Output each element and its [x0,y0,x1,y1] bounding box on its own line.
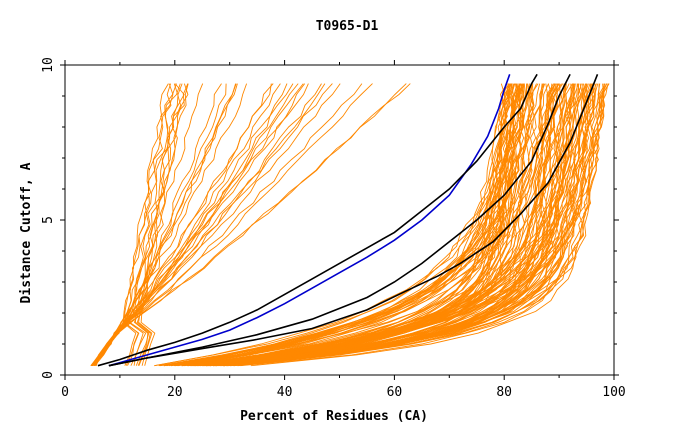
model-curve [207,83,573,367]
model-curve [203,83,525,367]
model-curve [206,83,578,367]
model-curve [171,83,516,367]
x-tick-label: 60 [387,385,403,400]
model-curve [187,83,524,367]
x-tick-label: 20 [167,385,183,400]
model-curve [250,83,609,367]
x-tick-label: 80 [496,385,512,400]
model-curve [227,83,608,367]
model-curve [182,83,506,367]
model-curve [95,83,248,366]
model-curve [170,83,539,367]
highlight-curve [108,74,511,367]
model-curve [166,83,587,367]
model-curve [138,83,189,366]
model-curve [94,83,363,366]
model-curve [93,83,411,366]
model-curve [93,83,237,366]
model-curve [91,83,237,366]
highlight-curve [108,74,599,367]
highlighted-model-curves [97,73,599,367]
y-axis-label: Distance Cutoff, A [19,162,34,303]
model-curve [227,83,575,367]
model-curve [164,83,521,367]
model-curve [94,83,238,366]
model-curve [226,83,559,367]
model-curve [175,83,509,367]
model-curve [204,83,582,367]
model-curve [205,83,521,367]
model-curve [154,83,513,367]
axes: 0 20 40 60 80 100 0 5 10 [41,57,626,400]
model-curve [191,83,567,367]
model-curve [140,83,189,366]
y-tick-label: 0 [41,371,56,379]
model-curve [90,83,222,366]
model-curve [91,83,306,366]
model-curve [206,83,605,367]
x-tick-label: 0 [61,385,69,400]
model-curve [136,83,185,366]
model-curve [181,83,514,367]
x-tick-label: 100 [602,385,625,400]
model-curve [92,83,373,366]
model-curve [217,83,545,367]
model-curve [234,83,601,367]
y-tick-label: 10 [41,57,56,73]
model-curve [92,83,326,366]
highlight-curve [108,73,571,367]
model-curve [223,83,565,367]
model-curve [90,83,227,367]
x-axis-label: Percent of Residues (CA) [240,409,428,424]
x-tick-label: 40 [277,385,293,400]
model-curve [94,83,274,366]
model-curve [227,83,588,367]
background-model-curves [90,83,610,367]
y-tick-label: 5 [41,216,56,224]
model-curve [223,83,599,367]
model-curve [210,83,585,367]
model-curve [123,83,172,366]
model-curve [240,83,595,367]
chart-title: T0965-D1 [316,19,379,34]
model-curve [220,83,596,367]
highlight-curve [97,73,538,367]
model-curve [95,83,204,366]
model-curve [191,83,525,367]
model-curve [90,83,272,366]
model-curve [223,83,605,367]
